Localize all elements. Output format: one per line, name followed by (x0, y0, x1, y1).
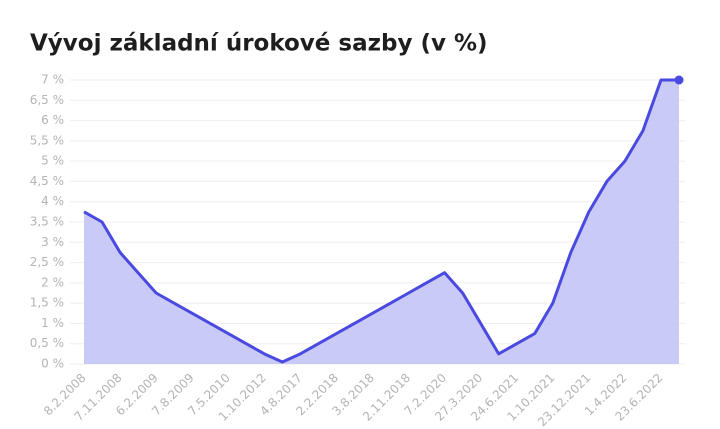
y-tick-label: 4,5 % (30, 174, 64, 188)
y-tick-label: 0,5 % (30, 336, 64, 350)
line (83, 78, 679, 364)
chart-title: Vývoj základní úrokové sazby (v %) (30, 31, 488, 57)
y-tick-label: 5 % (41, 154, 64, 168)
y-tick-label: 6,5 % (30, 93, 64, 107)
y-tick-label: 3,5 % (30, 215, 64, 229)
y-tick-label: 4 % (41, 194, 64, 208)
y-tick-label: 0 % (41, 357, 64, 371)
y-tick-label: 1,5 % (30, 296, 64, 310)
y-tick-label: 2,5 % (30, 255, 64, 269)
y-tick-label: 2 % (41, 275, 64, 289)
y-tick-label: 1 % (41, 316, 64, 330)
area (84, 80, 679, 364)
y-tick-label: 5,5 % (30, 133, 64, 147)
end-point (674, 75, 684, 85)
y-tick-label: 7 % (41, 73, 64, 87)
y-tick-label: 3 % (41, 235, 64, 249)
y-tick-label: 6 % (41, 113, 64, 127)
